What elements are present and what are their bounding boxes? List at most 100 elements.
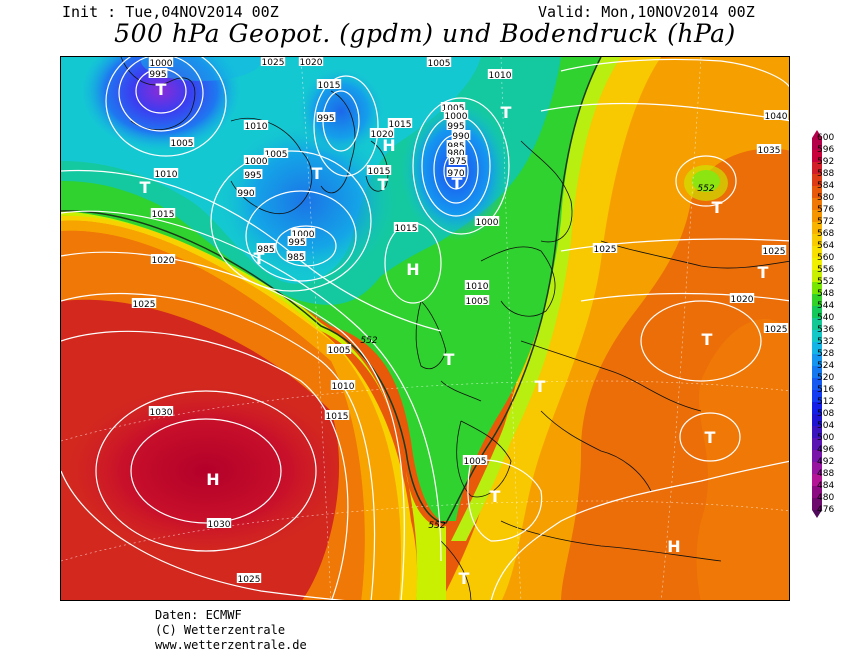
isobar-label-bg xyxy=(387,118,413,128)
legend-swatch xyxy=(812,438,822,450)
legend-label: 524 xyxy=(817,361,835,371)
isobar-label: 1005 xyxy=(442,104,465,114)
legend-label: 536 xyxy=(817,325,835,335)
isobar-label-bg xyxy=(440,102,466,112)
isobar-label: 1025 xyxy=(763,247,786,257)
isobar-label-bg xyxy=(326,344,352,354)
legend-bottom-arrow xyxy=(812,510,822,518)
legend-swatch xyxy=(812,186,822,198)
isobar-label: 1010 xyxy=(489,71,512,81)
legend-label: 564 xyxy=(817,241,835,251)
legend-label: 588 xyxy=(817,169,835,179)
low-pressure-center: T xyxy=(254,249,265,268)
legend-swatch xyxy=(812,354,822,366)
legend-swatch xyxy=(812,294,822,306)
map-title: 500 hPa Geopot. (gpdm) und Bodendruck (h… xyxy=(114,19,736,48)
low-pressure-center: T xyxy=(156,80,167,99)
isobar-label: 1000 xyxy=(445,112,468,122)
isobar-label-bg xyxy=(316,112,336,122)
legend-label: 496 xyxy=(817,445,835,455)
isobar-label-bg xyxy=(761,245,787,255)
height-labels: 552 552 552 xyxy=(360,184,714,531)
isobar-label: 995 xyxy=(288,238,305,248)
isobar-label-bg xyxy=(150,254,176,264)
legend-label: 556 xyxy=(817,265,835,275)
high-pressure-center: H xyxy=(406,260,419,279)
isobar-label: 1030 xyxy=(208,520,231,530)
isobar-label-bg xyxy=(426,57,452,67)
isobar-label: 995 xyxy=(149,70,166,80)
low-pressure-center: T xyxy=(378,175,389,194)
isobar-label-bg xyxy=(763,110,789,120)
legend-top-arrow xyxy=(812,130,822,138)
isobar-label-bg xyxy=(446,147,466,157)
low-pressure-center: T xyxy=(459,569,470,588)
legend-swatch xyxy=(812,174,822,186)
legend-label: 592 xyxy=(817,157,835,167)
isobar-label-bg xyxy=(243,155,269,165)
low-pressure-center: T xyxy=(140,178,151,197)
isobar-label-bg xyxy=(393,222,419,232)
isobar-label-bg xyxy=(448,155,468,165)
isobar-label-bg xyxy=(464,280,490,290)
isobar-label-bg xyxy=(763,323,789,333)
valid-time: Valid: Mon,10NOV2014 00Z xyxy=(538,3,755,21)
low-pressure-center: T xyxy=(712,198,723,217)
isobar-label: 1010 xyxy=(466,282,489,292)
legend-label: 552 xyxy=(817,277,835,287)
isobar-label: 1015 xyxy=(368,167,391,177)
isobar-label-bg xyxy=(443,110,469,120)
legend-label: 584 xyxy=(817,181,835,191)
low-pressure-center: T xyxy=(444,350,455,369)
credits-url[interactable]: www.wetterzentrale.de xyxy=(155,638,307,652)
legend-label: 576 xyxy=(817,205,835,215)
isobar-label-bg xyxy=(131,298,157,308)
legend-label: 596 xyxy=(817,145,835,155)
low-pressure-center: T xyxy=(758,263,769,282)
legend-swatch xyxy=(812,198,822,210)
isobar-label-bg xyxy=(260,57,286,66)
legend-label: 600 xyxy=(817,133,835,143)
legend-swatch xyxy=(812,138,822,150)
legend-label: 528 xyxy=(817,349,835,359)
isobar-label: 1000 xyxy=(150,59,173,69)
low-pressure-center: T xyxy=(490,487,501,506)
isobar-label: 1025 xyxy=(262,58,285,68)
isobar-label: 1015 xyxy=(318,81,341,91)
isobar-label: 970 xyxy=(447,169,464,179)
isobar-label-bg xyxy=(236,573,262,583)
isobar-label: 1020 xyxy=(371,130,394,140)
isobar-label: 1020 xyxy=(300,58,323,68)
legend-swatch xyxy=(812,450,822,462)
legend-label: 520 xyxy=(817,373,835,383)
isobar-label: 1020 xyxy=(152,256,175,266)
legend-label: 568 xyxy=(817,229,835,239)
legend-label: 476 xyxy=(817,505,835,515)
isobar-label-bg xyxy=(148,406,174,416)
isobar-label-bg xyxy=(487,69,513,79)
isobar-label: 1025 xyxy=(594,245,617,255)
legend-label: 560 xyxy=(817,253,835,263)
legend-swatch xyxy=(812,462,822,474)
legend-swatch xyxy=(812,210,822,222)
low-pressure-center: T xyxy=(535,377,546,396)
legend-swatch xyxy=(812,270,822,282)
low-pressure-center: T xyxy=(702,330,713,349)
isobar-label-bg xyxy=(451,130,471,140)
isobar-label-bg xyxy=(464,295,490,305)
legend-swatch xyxy=(812,318,822,330)
isobar-label: 995 xyxy=(244,171,261,181)
isobar-label-bg xyxy=(462,455,488,465)
isobar-label: 985 xyxy=(257,245,274,255)
isobar-label: 1000 xyxy=(292,230,315,240)
isobar-label-bg xyxy=(243,169,263,179)
isobar-label-bg xyxy=(446,140,466,150)
isobar-label: 1005 xyxy=(171,139,194,149)
credits-data-source: Daten: ECMWF xyxy=(155,608,242,622)
legend-swatch xyxy=(812,330,822,342)
legend-swatch xyxy=(812,390,822,402)
isobar-label: 1000 xyxy=(476,218,499,228)
isobar-label-bg xyxy=(446,167,466,177)
isobar-label-bg xyxy=(474,216,500,226)
isobar-label: 990 xyxy=(452,132,469,142)
